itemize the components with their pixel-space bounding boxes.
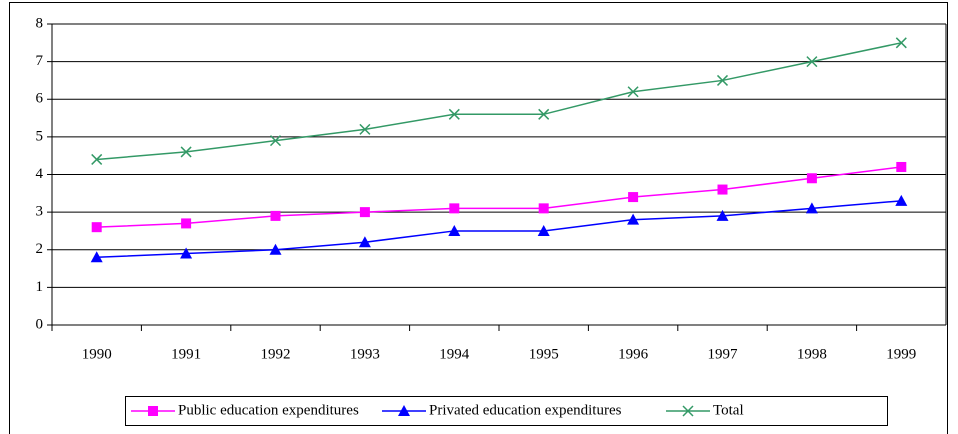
marker	[895, 37, 907, 49]
marker	[358, 236, 371, 248]
legend-label: Public education expenditures	[178, 402, 359, 418]
line	[96, 200, 902, 259]
line	[96, 166, 902, 228]
x-tick-label: 1995	[529, 346, 559, 362]
y-tick-label: 4	[36, 166, 44, 182]
y-tick-label: 6	[36, 91, 44, 107]
marker	[805, 202, 818, 214]
y-tick-label: 5	[36, 128, 44, 144]
chart-frame	[9, 2, 948, 434]
marker	[180, 247, 193, 259]
marker	[896, 161, 907, 172]
y-tick-label: 7	[36, 53, 44, 69]
marker	[449, 203, 460, 214]
x-tick-label: 1999	[886, 346, 916, 362]
marker	[270, 210, 281, 221]
marker	[148, 406, 158, 416]
marker	[269, 243, 282, 255]
y-tick-label: 1	[36, 279, 44, 295]
line	[96, 42, 902, 161]
marker	[359, 207, 370, 218]
y-tick-label: 3	[36, 204, 44, 220]
y-tick-label: 2	[36, 241, 44, 257]
marker	[627, 213, 640, 225]
y-tick-label: 0	[36, 316, 44, 332]
marker	[806, 56, 818, 68]
marker	[538, 203, 549, 214]
x-tick-label: 1990	[82, 346, 112, 362]
x-tick-label: 1997	[708, 346, 739, 362]
marker	[180, 146, 192, 158]
marker	[682, 405, 694, 417]
marker	[181, 218, 192, 229]
marker	[91, 222, 102, 233]
x-tick-label: 1998	[797, 346, 827, 362]
x-tick-label: 1993	[350, 346, 380, 362]
marker	[806, 173, 817, 184]
marker	[628, 192, 639, 203]
x-tick-label: 1994	[439, 346, 470, 362]
marker	[269, 135, 282, 147]
marker	[448, 224, 461, 236]
marker	[91, 153, 103, 165]
legend-box	[125, 396, 888, 426]
x-tick-label: 1996	[618, 346, 649, 362]
y-tick-label: 8	[36, 15, 44, 31]
x-tick-label: 1991	[171, 346, 201, 362]
marker	[717, 184, 728, 195]
marker	[716, 209, 729, 221]
marker	[538, 108, 550, 120]
marker	[895, 194, 908, 206]
marker	[90, 251, 103, 263]
legend-label: Total	[713, 402, 744, 418]
marker	[537, 224, 550, 236]
marker	[398, 405, 410, 416]
legend-label: Privated education expenditures	[429, 402, 622, 418]
marker	[627, 86, 639, 98]
marker	[448, 108, 460, 120]
marker	[716, 74, 729, 86]
marker	[359, 123, 371, 135]
x-tick-label: 1992	[261, 346, 291, 362]
